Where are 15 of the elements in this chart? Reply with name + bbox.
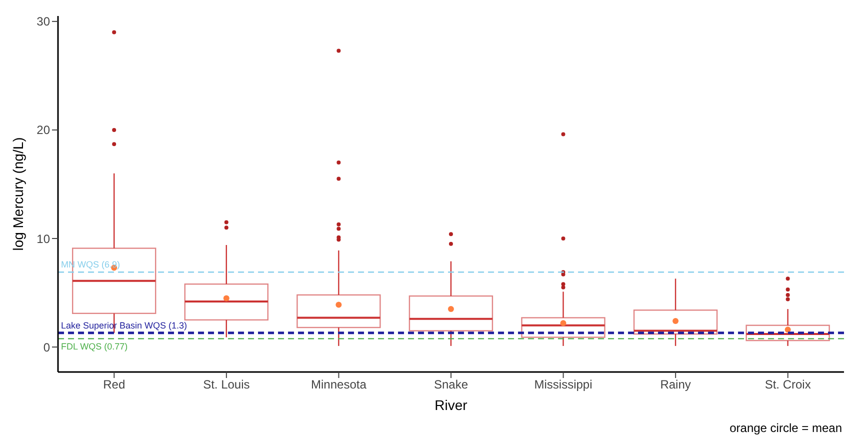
x-tick-label: Mississippi	[534, 378, 592, 392]
y-tick-label: 0	[43, 340, 50, 354]
y-tick-label: 20	[36, 123, 50, 138]
x-tick-label: Snake	[434, 378, 468, 392]
y-axis-title: log Mercury (ng/L)	[10, 137, 26, 251]
ref-line-label: FDL WQS (0.77)	[61, 342, 128, 352]
x-axis-title: River	[434, 397, 468, 413]
x-tick-label: St. Croix	[764, 378, 811, 392]
y-tick-label: 10	[36, 232, 50, 246]
x-tick-label: Red	[103, 378, 126, 392]
x-tick-label: St. Louis	[203, 378, 250, 392]
x-tick-label: Rainy	[660, 378, 691, 392]
x-tick-label: Minnesota	[311, 378, 367, 392]
text: orange circle = mean	[730, 421, 842, 435]
y-tick-label: 30	[36, 14, 50, 29]
